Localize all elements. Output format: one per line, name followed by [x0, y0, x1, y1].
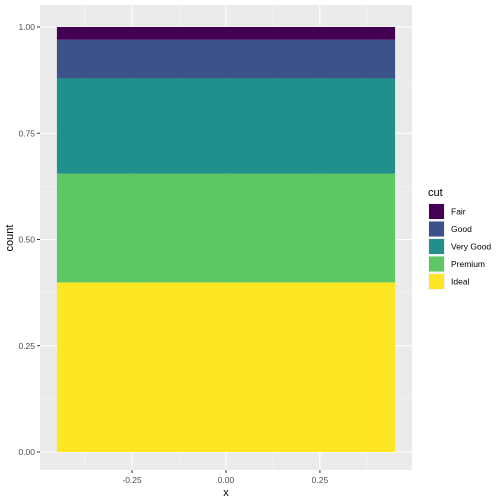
x-tick-label: -0.25 [122, 475, 142, 485]
x-axis: -0.25 0.00 0.25 [122, 470, 328, 485]
y-axis-title: count [4, 225, 16, 252]
legend-swatch [429, 256, 444, 272]
legend-label: Premium [451, 259, 485, 269]
bar-stack [56, 27, 396, 452]
x-tick-label: 0.00 [218, 475, 235, 485]
legend-label: Ideal [451, 277, 470, 287]
legend-label: Fair [451, 207, 466, 217]
bar-segment-fair [56, 27, 396, 40]
legend-label: Good [451, 224, 472, 234]
y-tick-label: 0.50 [18, 235, 35, 245]
bar-segment-good [56, 39, 396, 79]
y-tick-label: 0.00 [18, 447, 35, 457]
legend-label: Very Good [451, 242, 491, 252]
legend-title: cut [428, 187, 443, 199]
legend-swatch [429, 221, 444, 237]
y-axis: 0.00 0.25 0.50 0.75 1.00 [18, 22, 40, 457]
x-axis-title: x [223, 487, 229, 499]
x-tick-label: 0.25 [312, 475, 329, 485]
bar-segment-very-good [56, 78, 396, 174]
legend-swatch [429, 274, 444, 289]
y-tick-label: 0.25 [18, 341, 35, 351]
bar-segment-ideal [56, 282, 396, 452]
legend: cut Fair Good Very Good Premium Ideal [428, 187, 491, 290]
legend-swatch [429, 239, 444, 254]
y-tick-label: 0.75 [18, 128, 35, 138]
legend-swatch [429, 204, 444, 219]
y-tick-label: 1.00 [18, 22, 35, 32]
bar-segment-premium [56, 173, 396, 283]
